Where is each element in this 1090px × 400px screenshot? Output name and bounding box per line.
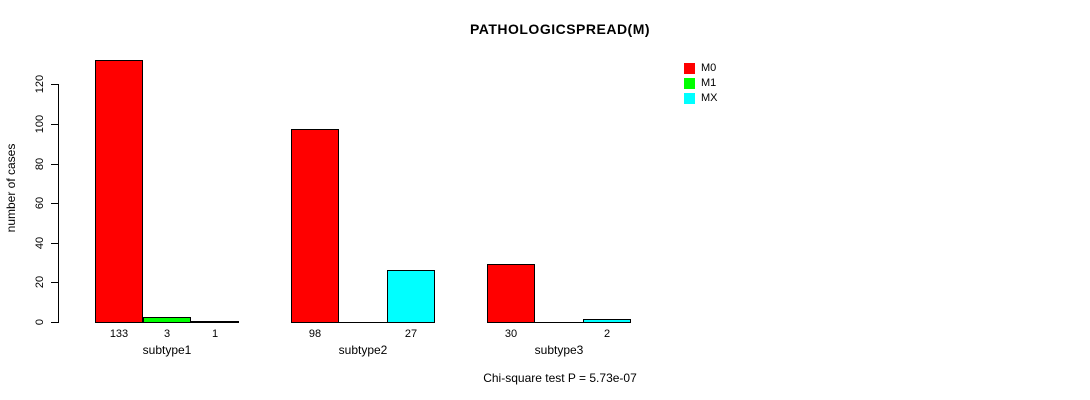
bar [143, 317, 191, 323]
legend-swatch-mx-icon [684, 93, 695, 104]
y-tick-label: 40 [34, 236, 46, 250]
chi-square-caption: Chi-square test P = 5.73e-07 [483, 371, 637, 385]
bar [291, 129, 339, 323]
y-tick-label: 20 [34, 275, 46, 289]
legend: M0 M1 MX [684, 61, 718, 106]
y-tick-label: 80 [34, 157, 46, 171]
zero-bar-line [535, 322, 583, 323]
legend-label-m0: M0 [701, 62, 717, 74]
bar-value-label: 133 [109, 328, 129, 340]
y-tick-label: 0 [34, 318, 46, 326]
y-tick [51, 164, 58, 165]
y-tick-label: 60 [34, 196, 46, 210]
legend-item-mx: MX [684, 91, 718, 106]
bar [387, 270, 435, 323]
y-tick [51, 84, 58, 85]
zero-bar-line [339, 322, 387, 323]
y-tick [51, 282, 58, 283]
legend-item-m1: M1 [684, 76, 718, 91]
y-tick [51, 322, 58, 323]
y-tick-label: 100 [34, 114, 46, 134]
category-label: subtype2 [338, 343, 388, 357]
y-tick [51, 203, 58, 204]
category-label: subtype3 [534, 343, 584, 357]
legend-swatch-m0-icon [684, 63, 695, 74]
bar [95, 60, 143, 323]
y-axis-line [58, 84, 59, 323]
y-axis-label: number of cases [4, 143, 18, 233]
bar-value-label: 30 [504, 328, 518, 340]
legend-label-m1: M1 [701, 77, 717, 89]
y-tick-label: 120 [34, 74, 46, 94]
bar-value-label: 98 [308, 328, 322, 340]
category-label: subtype1 [142, 343, 192, 357]
y-tick [51, 243, 58, 244]
bar [583, 319, 631, 323]
bar-value-label: 27 [404, 328, 418, 340]
y-tick [51, 124, 58, 125]
chart-title: PATHOLOGICSPREAD(M) [469, 21, 651, 37]
bar-value-label: 2 [603, 328, 611, 340]
bar [191, 321, 239, 323]
legend-label-mx: MX [701, 92, 718, 104]
bar-value-label: 1 [211, 328, 219, 340]
bar-value-label: 3 [163, 328, 171, 340]
bar [487, 264, 535, 323]
legend-swatch-m1-icon [684, 78, 695, 89]
legend-item-m0: M0 [684, 61, 718, 76]
